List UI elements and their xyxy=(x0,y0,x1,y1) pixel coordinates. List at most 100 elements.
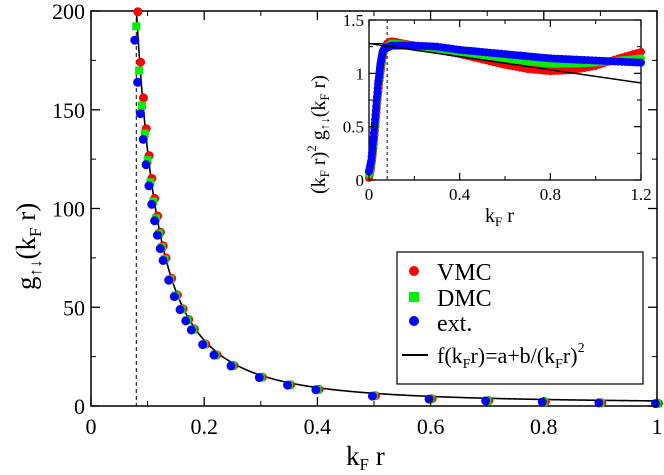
inset-x-tick-label: 0.4 xyxy=(449,185,471,204)
point-ext xyxy=(254,373,264,383)
inset-x-tick-label: 0.8 xyxy=(540,185,561,204)
main-data-points xyxy=(130,7,663,409)
point-ext xyxy=(424,394,434,404)
main-axis-ticks xyxy=(90,10,658,407)
inset-fit-line xyxy=(368,42,642,84)
inset-y-tick-label: 0.5 xyxy=(343,118,364,137)
y-tick-label: 100 xyxy=(52,197,85,222)
point-vmc xyxy=(138,93,148,103)
point-ext xyxy=(152,230,162,240)
main-x-axis-label: kF r xyxy=(346,441,385,474)
point-ext xyxy=(133,77,143,87)
point-ext xyxy=(181,316,191,326)
main-xlabel-k: k xyxy=(346,441,360,471)
legend-fit-part4: r) xyxy=(563,343,578,368)
x-tick-label: 0 xyxy=(86,414,97,439)
point-ext xyxy=(150,216,160,226)
inset-ylabel-p7: F xyxy=(317,93,332,100)
point-dmc xyxy=(140,129,149,138)
main-ylabel-g: g xyxy=(11,277,41,291)
point-ext xyxy=(169,292,179,302)
inset-x-axis-label: kF r xyxy=(485,205,514,229)
point-ext xyxy=(175,305,185,315)
fit-curve xyxy=(135,13,657,402)
legend: VMC DMC ext. f(kFr)=a+b/(kFr)2 xyxy=(396,251,644,385)
inset-ylabel-p4: g xyxy=(308,130,330,145)
y-tick-label: 150 xyxy=(52,98,85,123)
point-dmc xyxy=(135,66,144,75)
legend-fit-part2: r)=a+b/(k xyxy=(470,343,555,368)
inset-y-tick-label: 0 xyxy=(356,171,365,190)
point-ext xyxy=(186,325,196,335)
legend-fit-part0: f(k xyxy=(437,343,463,368)
x-tick-label: 0.6 xyxy=(417,414,445,439)
point-ext xyxy=(198,340,208,350)
point-ext xyxy=(226,361,236,371)
main-ylabel-sub2: F xyxy=(26,228,45,237)
legend-fit-sub3: F xyxy=(555,357,563,372)
legend-marker-dmc xyxy=(409,292,419,302)
point-ext xyxy=(481,396,491,406)
point-ext xyxy=(138,134,148,144)
point-dmc xyxy=(132,22,141,31)
y-tick-label: 0 xyxy=(74,394,85,419)
inset-x-tick-label: 1.2 xyxy=(630,185,651,204)
inset-y-axis-label: (kF r)2 g↑↓(kF r) xyxy=(304,75,332,194)
point-ext xyxy=(311,385,321,395)
inset-ylabel-p0: (k xyxy=(308,177,330,194)
legend-label-ext: ext. xyxy=(437,311,472,337)
point-ext xyxy=(594,398,604,408)
x-tick-label: 0.4 xyxy=(304,414,332,439)
point-ext xyxy=(141,160,151,170)
point-ext xyxy=(135,109,145,119)
legend-box xyxy=(396,251,644,385)
legend-marker-ext xyxy=(409,316,419,326)
legend-label-fit: f(kFr)=a+b/(kFr)2 xyxy=(437,341,585,372)
x-tick-label: 1 xyxy=(652,414,663,439)
point-ext xyxy=(144,181,154,191)
y-tick-label: 200 xyxy=(52,0,85,24)
inset-fit-line xyxy=(368,42,642,84)
inset-x-tick-label: 0 xyxy=(365,185,374,204)
legend-marker-vmc xyxy=(409,266,419,276)
inset-y-tick-label: 1 xyxy=(356,64,365,83)
inset-xlabel-k: k xyxy=(485,205,495,227)
main-xlabel-sub: F xyxy=(360,455,369,474)
inset-ylabel-p8: r) xyxy=(308,75,330,93)
legend-fit-sub1: F xyxy=(463,357,471,372)
inset-point-ext xyxy=(637,58,645,67)
point-ext xyxy=(537,397,547,407)
main-ylabel-tail2: r) xyxy=(11,203,41,228)
legend-label-dmc: DMC xyxy=(437,286,492,312)
main-ylabel-sub: ↑↓ xyxy=(26,260,45,277)
main-ylabel-tail: (k xyxy=(11,237,41,260)
x-tick-label: 0.8 xyxy=(530,414,558,439)
point-vmc xyxy=(136,57,146,67)
inset-xlabel-sub: F xyxy=(495,214,502,229)
point-dmc xyxy=(143,156,152,165)
point-vmc xyxy=(133,7,143,17)
legend-fit-sup: 2 xyxy=(578,341,585,356)
point-ext xyxy=(158,255,168,265)
main-fit-curve xyxy=(135,13,657,402)
point-ext xyxy=(155,244,165,254)
inset-y-tick-label: 1.5 xyxy=(343,11,364,30)
inset-ylabel-p2: r) xyxy=(308,152,330,170)
point-ext xyxy=(283,380,293,390)
inset-ylabel-p1: F xyxy=(317,170,332,177)
y-tick-label: 50 xyxy=(63,295,85,320)
inset-tick-labels: 0 0.4 0.8 1.2 0 0.5 1 1.5 xyxy=(343,11,652,204)
point-ext xyxy=(147,199,157,209)
inset-ylabel-p3: 2 xyxy=(304,145,319,152)
inset-ylabel-p6: (k xyxy=(308,101,330,118)
point-ext xyxy=(368,391,377,401)
point-ext xyxy=(130,35,140,45)
point-ext xyxy=(209,350,219,360)
point-ext xyxy=(164,275,174,285)
point-ext xyxy=(651,399,660,409)
inset-axis-ticks xyxy=(368,19,642,181)
point-dmc xyxy=(137,101,146,110)
inset-xlabel-tail: r xyxy=(502,205,514,227)
